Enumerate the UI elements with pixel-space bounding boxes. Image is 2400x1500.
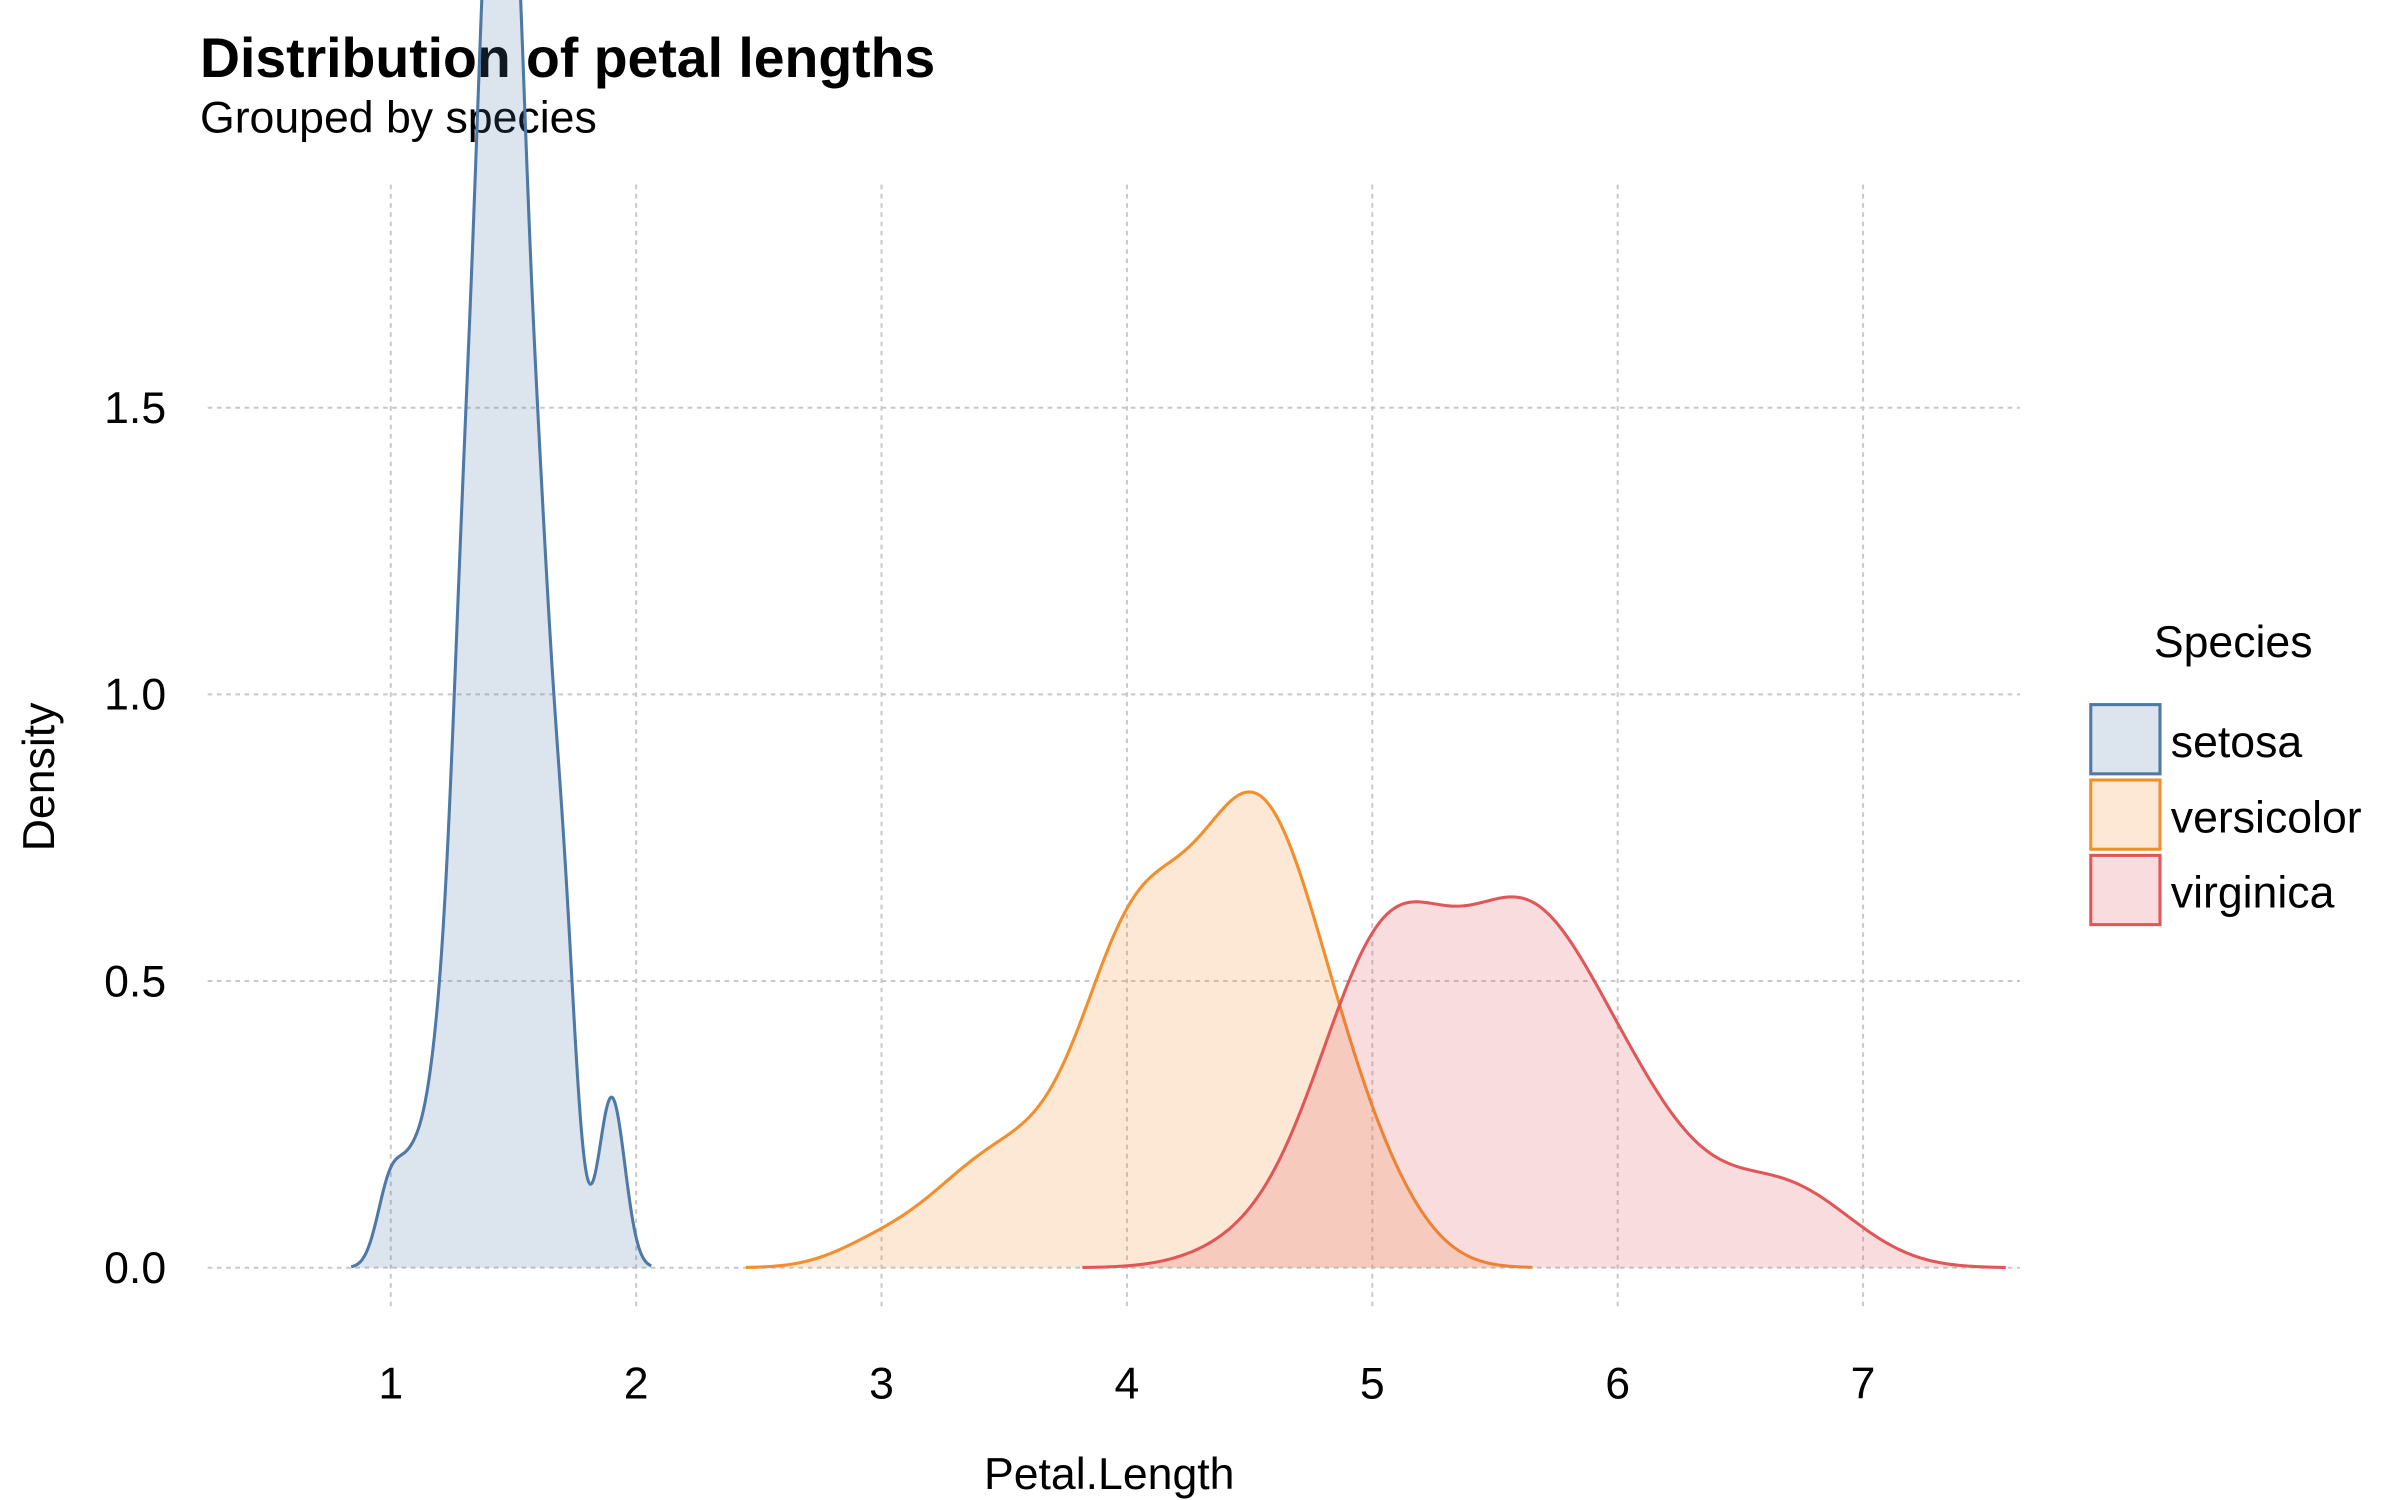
y-tick-label: 0.5 (104, 957, 166, 1006)
legend-key (2089, 853, 2162, 927)
legend-item-virginica: virginica (2089, 853, 2335, 927)
y-axis-label: Density (15, 702, 64, 851)
x-tick-label: 1 (378, 1359, 403, 1408)
density-area-versicolor (745, 791, 1533, 1268)
legend-item-setosa: setosa (2089, 703, 2303, 776)
density-line-versicolor (745, 790, 1533, 1269)
legend-key (2089, 778, 2162, 851)
legend-key (2089, 703, 2162, 776)
x-tick-label: 6 (1605, 1359, 1630, 1408)
legend-title: Species (2154, 618, 2313, 667)
legend-label: virginica (2171, 869, 2335, 918)
chart-title: Distribution of petal lengths (200, 27, 935, 89)
x-tick-label: 4 (1115, 1359, 1140, 1408)
x-tick-label: 5 (1360, 1359, 1385, 1408)
density-area-setosa (351, 0, 652, 1268)
x-tick-label: 3 (869, 1359, 894, 1408)
density-series (350, 0, 2006, 1269)
density-line-virginica (1082, 895, 2006, 1269)
y-tick-label: 0.0 (104, 1244, 166, 1293)
y-tick-label: 1.0 (104, 671, 166, 720)
x-axis-ticks: 1 2 3 4 5 6 7 (378, 1359, 1875, 1408)
density-line-setosa (350, 0, 652, 1269)
y-tick-label: 1.5 (104, 384, 166, 433)
x-tick-label: 7 (1851, 1359, 1876, 1408)
y-axis-ticks: 0.0 0.5 1.0 1.5 (104, 384, 166, 1293)
x-axis-label: Petal.Length (984, 1450, 1235, 1499)
legend: Species setosa versicolor virginica (2089, 618, 2362, 927)
chart-subtitle: Grouped by species (200, 93, 597, 142)
density-area-virginica (1082, 896, 2006, 1268)
legend-item-versicolor: versicolor (2089, 778, 2362, 851)
legend-label: versicolor (2171, 793, 2362, 842)
x-tick-label: 2 (624, 1359, 649, 1408)
legend-label: setosa (2171, 718, 2303, 767)
